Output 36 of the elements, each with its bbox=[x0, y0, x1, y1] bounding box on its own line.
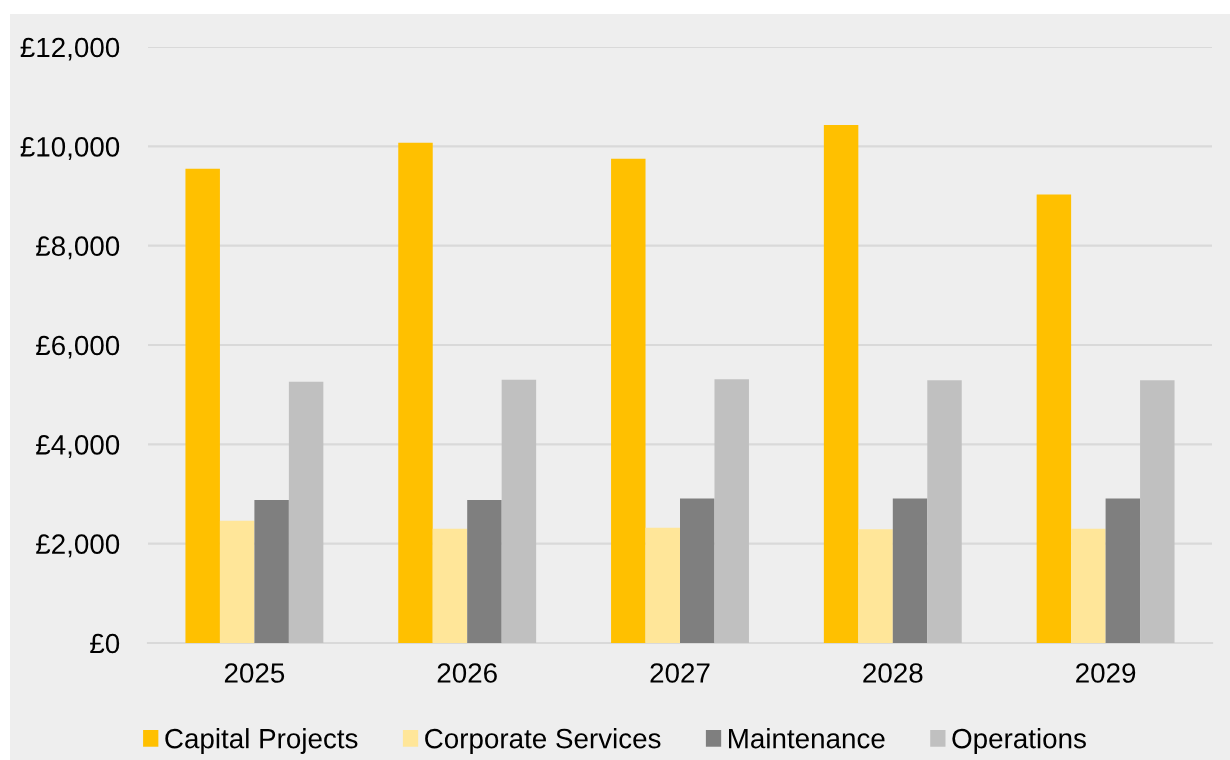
bar bbox=[1105, 498, 1141, 643]
x-tick-label: 2025 bbox=[224, 663, 285, 683]
y-tick-label: £8,000 bbox=[36, 236, 120, 260]
y-tick-label: £2,000 bbox=[36, 534, 120, 558]
bar bbox=[501, 379, 537, 643]
bar bbox=[254, 499, 289, 643]
legend-label: Corporate Services bbox=[425, 728, 661, 754]
x-tick-label: 2029 bbox=[1076, 663, 1136, 683]
bar bbox=[645, 527, 680, 643]
legend-label: Maintenance bbox=[729, 728, 885, 749]
bar bbox=[1140, 380, 1175, 643]
y-tick-label: £4,000 bbox=[36, 435, 120, 458]
y-tick-label: £10,000 bbox=[20, 137, 120, 160]
bar bbox=[680, 498, 715, 643]
y-tick-label: £6,000 bbox=[36, 335, 120, 359]
bar bbox=[611, 158, 646, 643]
bar bbox=[467, 499, 502, 643]
bar bbox=[892, 498, 928, 643]
bar bbox=[432, 528, 468, 643]
legend-label: Operations bbox=[952, 728, 1086, 754]
bar bbox=[823, 124, 859, 643]
y-tick-label: £0 bbox=[90, 633, 120, 654]
y-tick-label: £12,000 bbox=[20, 37, 120, 61]
x-tick-label: 2026 bbox=[437, 663, 497, 683]
bar bbox=[288, 381, 324, 643]
x-tick-label: 2028 bbox=[863, 663, 923, 683]
bar bbox=[219, 520, 255, 643]
bar bbox=[398, 142, 433, 643]
bar bbox=[1071, 528, 1106, 643]
bar bbox=[927, 380, 962, 643]
x-tick-label: 2027 bbox=[650, 663, 710, 683]
legend-label: Capital Projects bbox=[165, 728, 358, 754]
bar bbox=[714, 379, 749, 643]
bar bbox=[1036, 194, 1072, 643]
bar bbox=[185, 168, 220, 643]
bar bbox=[858, 529, 893, 643]
